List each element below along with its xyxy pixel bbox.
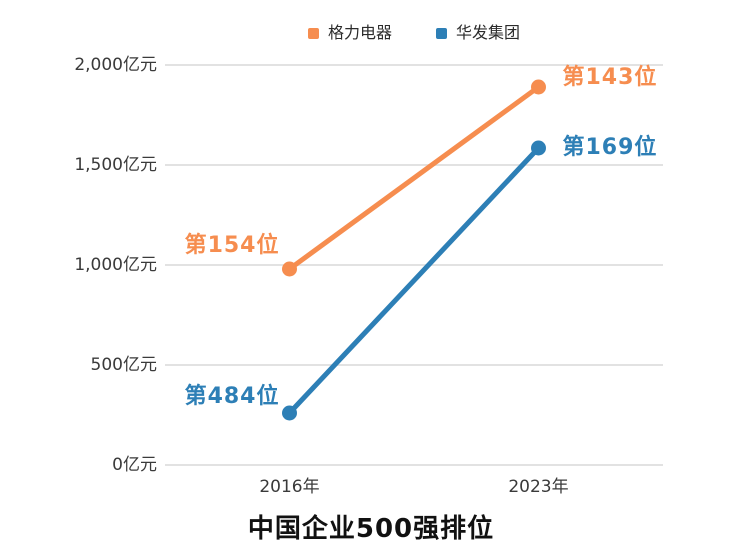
- gridline: [165, 164, 663, 166]
- series-line: [287, 145, 541, 416]
- data-point: [531, 79, 546, 95]
- x-axis-tick-label: 2023年: [508, 477, 569, 497]
- gridline: [165, 264, 663, 266]
- data-point: [282, 405, 297, 421]
- data-point: [282, 261, 297, 277]
- y-axis-tick-label: 500亿元: [90, 355, 157, 375]
- legend: 格力电器 华发集团: [165, 22, 663, 44]
- legend-item: 格力电器: [307, 23, 392, 42]
- y-axis-tick-label: 1,500亿元: [74, 155, 157, 175]
- y-axis-tick-label: 0亿元: [112, 455, 157, 475]
- data-point: [531, 140, 546, 156]
- point-label: 第484位: [184, 384, 280, 409]
- legend-item: 华发集团: [436, 25, 520, 41]
- point-label: 第169位: [562, 135, 658, 160]
- legend-label: 华发集团: [456, 23, 521, 42]
- gridline: [165, 364, 663, 366]
- gridline: [165, 64, 663, 66]
- gridline: [165, 464, 663, 466]
- legend-swatch-icon: [307, 27, 319, 39]
- y-axis-tick-label: 2,000亿元: [74, 55, 157, 75]
- chart-title: 中国企业500强排位: [247, 514, 495, 544]
- series-line: [287, 84, 541, 272]
- legend-swatch-icon: [436, 27, 447, 39]
- legend-label: 格力电器: [327, 23, 392, 42]
- point-label: 第154位: [184, 233, 280, 258]
- x-axis-tick-label: 2016年: [259, 477, 320, 497]
- point-label: 第143位: [562, 65, 658, 90]
- y-axis-tick-label: 1,000亿元: [74, 255, 157, 275]
